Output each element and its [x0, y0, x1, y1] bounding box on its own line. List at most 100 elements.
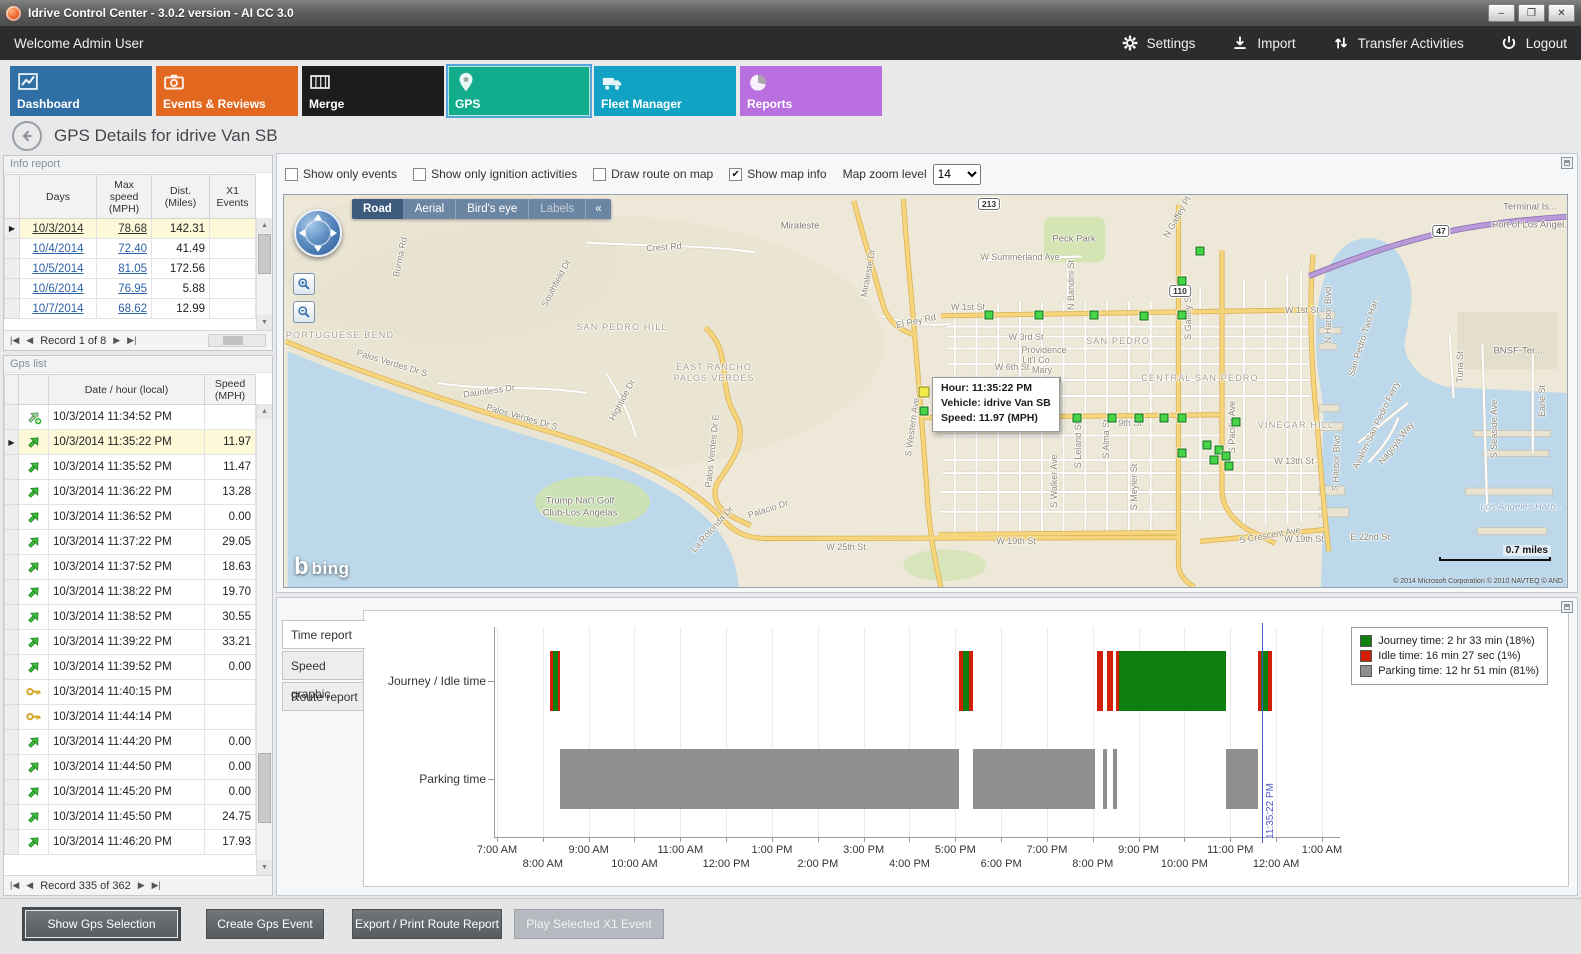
idle-time-bar[interactable] — [557, 651, 561, 711]
gps-list-row[interactable]: 10/3/2014 11:35:52 PM 11.47 — [4, 454, 256, 480]
map-style-aerial[interactable]: Aerial — [404, 199, 457, 219]
parking-time-bar[interactable] — [1102, 749, 1108, 809]
gps-list-row[interactable]: 10/3/2014 11:44:20 PM 0.00 — [4, 729, 256, 755]
column-header[interactable]: Date / hour (local) — [48, 374, 205, 405]
max-speed-link[interactable]: 81.05 — [118, 262, 147, 275]
checkbox-show-only-events[interactable]: Show only events — [285, 167, 397, 181]
gps-marker[interactable] — [1213, 444, 1225, 456]
gps-list-row[interactable]: 10/3/2014 11:44:14 PM — [4, 704, 256, 730]
collapse-map-styles-button[interactable]: « — [595, 203, 602, 215]
day-link[interactable]: 10/6/2014 — [32, 282, 84, 295]
last-record-button[interactable]: ▶| — [151, 880, 161, 890]
minimize-button[interactable]: ‒ — [1488, 4, 1515, 22]
max-speed-link[interactable]: 68.62 — [118, 302, 147, 315]
selected-gps-marker[interactable] — [917, 385, 931, 399]
day-link[interactable]: 10/4/2014 — [32, 242, 84, 255]
gps-list-row[interactable]: 10/3/2014 11:36:52 PM 0.00 — [4, 504, 256, 530]
back-button[interactable] — [12, 120, 42, 151]
map-style-bird-s-eye[interactable]: Bird's eye — [456, 199, 530, 219]
import-button[interactable]: Import — [1231, 34, 1296, 52]
next-record-button[interactable]: ▶ — [113, 335, 121, 345]
gps-list-row[interactable]: 10/3/2014 11:45:20 PM 0.00 — [4, 779, 256, 805]
tab-route-report[interactable]: Route report — [282, 682, 364, 711]
idle-time-bar[interactable] — [1115, 651, 1120, 711]
tab-speed-graphic[interactable]: Speed graphic — [282, 651, 364, 701]
export-print-route-report-button[interactable]: Export / Print Route Report — [352, 909, 502, 939]
map-pan-compass[interactable] — [294, 209, 342, 257]
gps-marker[interactable] — [1220, 450, 1232, 462]
tab-gps[interactable]: GPS — [446, 64, 592, 118]
pan-east-icon[interactable] — [331, 229, 337, 237]
gps-list-row[interactable]: 10/3/2014 11:37:22 PM 29.05 — [4, 529, 256, 555]
gps-marker[interactable] — [1176, 447, 1188, 459]
tab-dashboard[interactable]: Dashboard — [10, 66, 152, 116]
checkbox-box[interactable] — [413, 167, 427, 181]
close-button[interactable]: ✕ — [1548, 4, 1575, 22]
prev-record-button[interactable]: ◀ — [26, 335, 34, 345]
journey-time-bar[interactable] — [1119, 651, 1226, 711]
scrollbar-thumb[interactable] — [223, 336, 243, 345]
day-link[interactable]: 10/5/2014 — [32, 262, 84, 275]
idle-time-bar[interactable] — [1267, 651, 1272, 711]
first-record-button[interactable]: |◀ — [10, 335, 20, 345]
max-speed-link[interactable]: 76.95 — [118, 282, 147, 295]
pan-south-icon[interactable] — [314, 246, 322, 252]
day-link[interactable]: 10/3/2014 — [32, 222, 84, 235]
pan-west-icon[interactable] — [299, 229, 305, 237]
checkbox-show-only-ignition-activities[interactable]: Show only ignition activities — [413, 167, 577, 181]
column-header[interactable]: Days — [19, 174, 97, 219]
map-zoom-out-button[interactable] — [293, 301, 315, 323]
info-report-vertical-scrollbar[interactable]: ▲ ▼ — [256, 218, 272, 330]
parking-time-bar[interactable] — [560, 749, 959, 809]
column-header[interactable]: X1 Events — [209, 174, 256, 219]
checkbox-draw-route-on-map[interactable]: Draw route on map — [593, 167, 713, 181]
map-canvas[interactable] — [284, 195, 1567, 587]
last-record-button[interactable]: ▶| — [127, 335, 137, 345]
column-header[interactable] — [18, 374, 49, 405]
gps-list-row[interactable]: 10/3/2014 11:39:52 PM 0.00 — [4, 654, 256, 680]
max-speed-link[interactable]: 78.68 — [118, 222, 147, 235]
gps-list-row[interactable]: 10/3/2014 11:46:20 PM 17.93 — [4, 829, 256, 855]
tab-fleet-manager[interactable]: Fleet Manager — [594, 66, 736, 116]
gps-list-row[interactable]: 10/3/2014 11:37:52 PM 18.63 — [4, 554, 256, 580]
map-style-road[interactable]: Road — [352, 199, 404, 219]
gps-list-row[interactable]: 10/3/2014 11:45:50 PM 24.75 — [4, 804, 256, 830]
tab-merge[interactable]: Merge — [302, 66, 444, 116]
column-header[interactable]: Speed (MPH) — [204, 374, 256, 405]
time-cursor[interactable] — [1261, 623, 1263, 843]
scrollbar-thumb[interactable] — [258, 234, 271, 274]
tab-reports[interactable]: Reports — [740, 66, 882, 116]
tab-events-reviews[interactable]: Events & Reviews — [156, 66, 298, 116]
prev-record-button[interactable]: ◀ — [26, 880, 34, 890]
first-record-button[interactable]: |◀ — [10, 880, 20, 890]
gps-marker[interactable] — [1176, 275, 1188, 287]
gps-marker[interactable] — [1176, 309, 1188, 321]
gps-marker[interactable] — [983, 309, 995, 321]
parking-time-bar[interactable] — [1112, 749, 1117, 809]
info-report-row[interactable]: 10/5/2014 81.05 172.56 — [4, 258, 256, 279]
gps-marker[interactable] — [1208, 454, 1220, 466]
gps-marker[interactable] — [1133, 412, 1145, 424]
gps-list-row[interactable]: 10/3/2014 11:38:22 PM 19.70 — [4, 579, 256, 605]
gps-marker[interactable] — [1071, 412, 1083, 424]
checkbox-box[interactable] — [285, 167, 298, 181]
day-link[interactable]: 10/7/2014 — [32, 302, 84, 315]
gps-list-row[interactable]: 10/3/2014 11:36:22 PM 13.28 — [4, 479, 256, 505]
column-header[interactable]: Dist. (Miles) — [151, 174, 210, 219]
scroll-up-icon[interactable]: ▲ — [257, 218, 272, 233]
gps-marker[interactable] — [1176, 412, 1188, 424]
checkbox-box[interactable] — [593, 167, 607, 181]
gps-marker[interactable] — [1088, 309, 1100, 321]
map-zoom-select[interactable]: 14 — [932, 163, 981, 185]
next-record-button[interactable]: ▶ — [137, 880, 145, 890]
max-speed-link[interactable]: 72.40 — [118, 242, 147, 255]
checkbox-show-map-info[interactable]: ✔ Show map info — [729, 167, 827, 181]
scroll-down-icon[interactable]: ▼ — [257, 860, 272, 875]
gps-list-row[interactable]: 10/3/2014 11:44:50 PM 0.00 — [4, 754, 256, 780]
gps-marker[interactable] — [1138, 310, 1150, 322]
gps-marker[interactable] — [918, 405, 930, 417]
parking-time-bar[interactable] — [972, 749, 1096, 809]
gps-list-row[interactable]: ▶ 10/3/2014 11:35:22 PM 11.97 — [4, 429, 256, 455]
journey-time-bar[interactable] — [1261, 651, 1268, 711]
scrollbar-thumb[interactable] — [258, 752, 271, 823]
